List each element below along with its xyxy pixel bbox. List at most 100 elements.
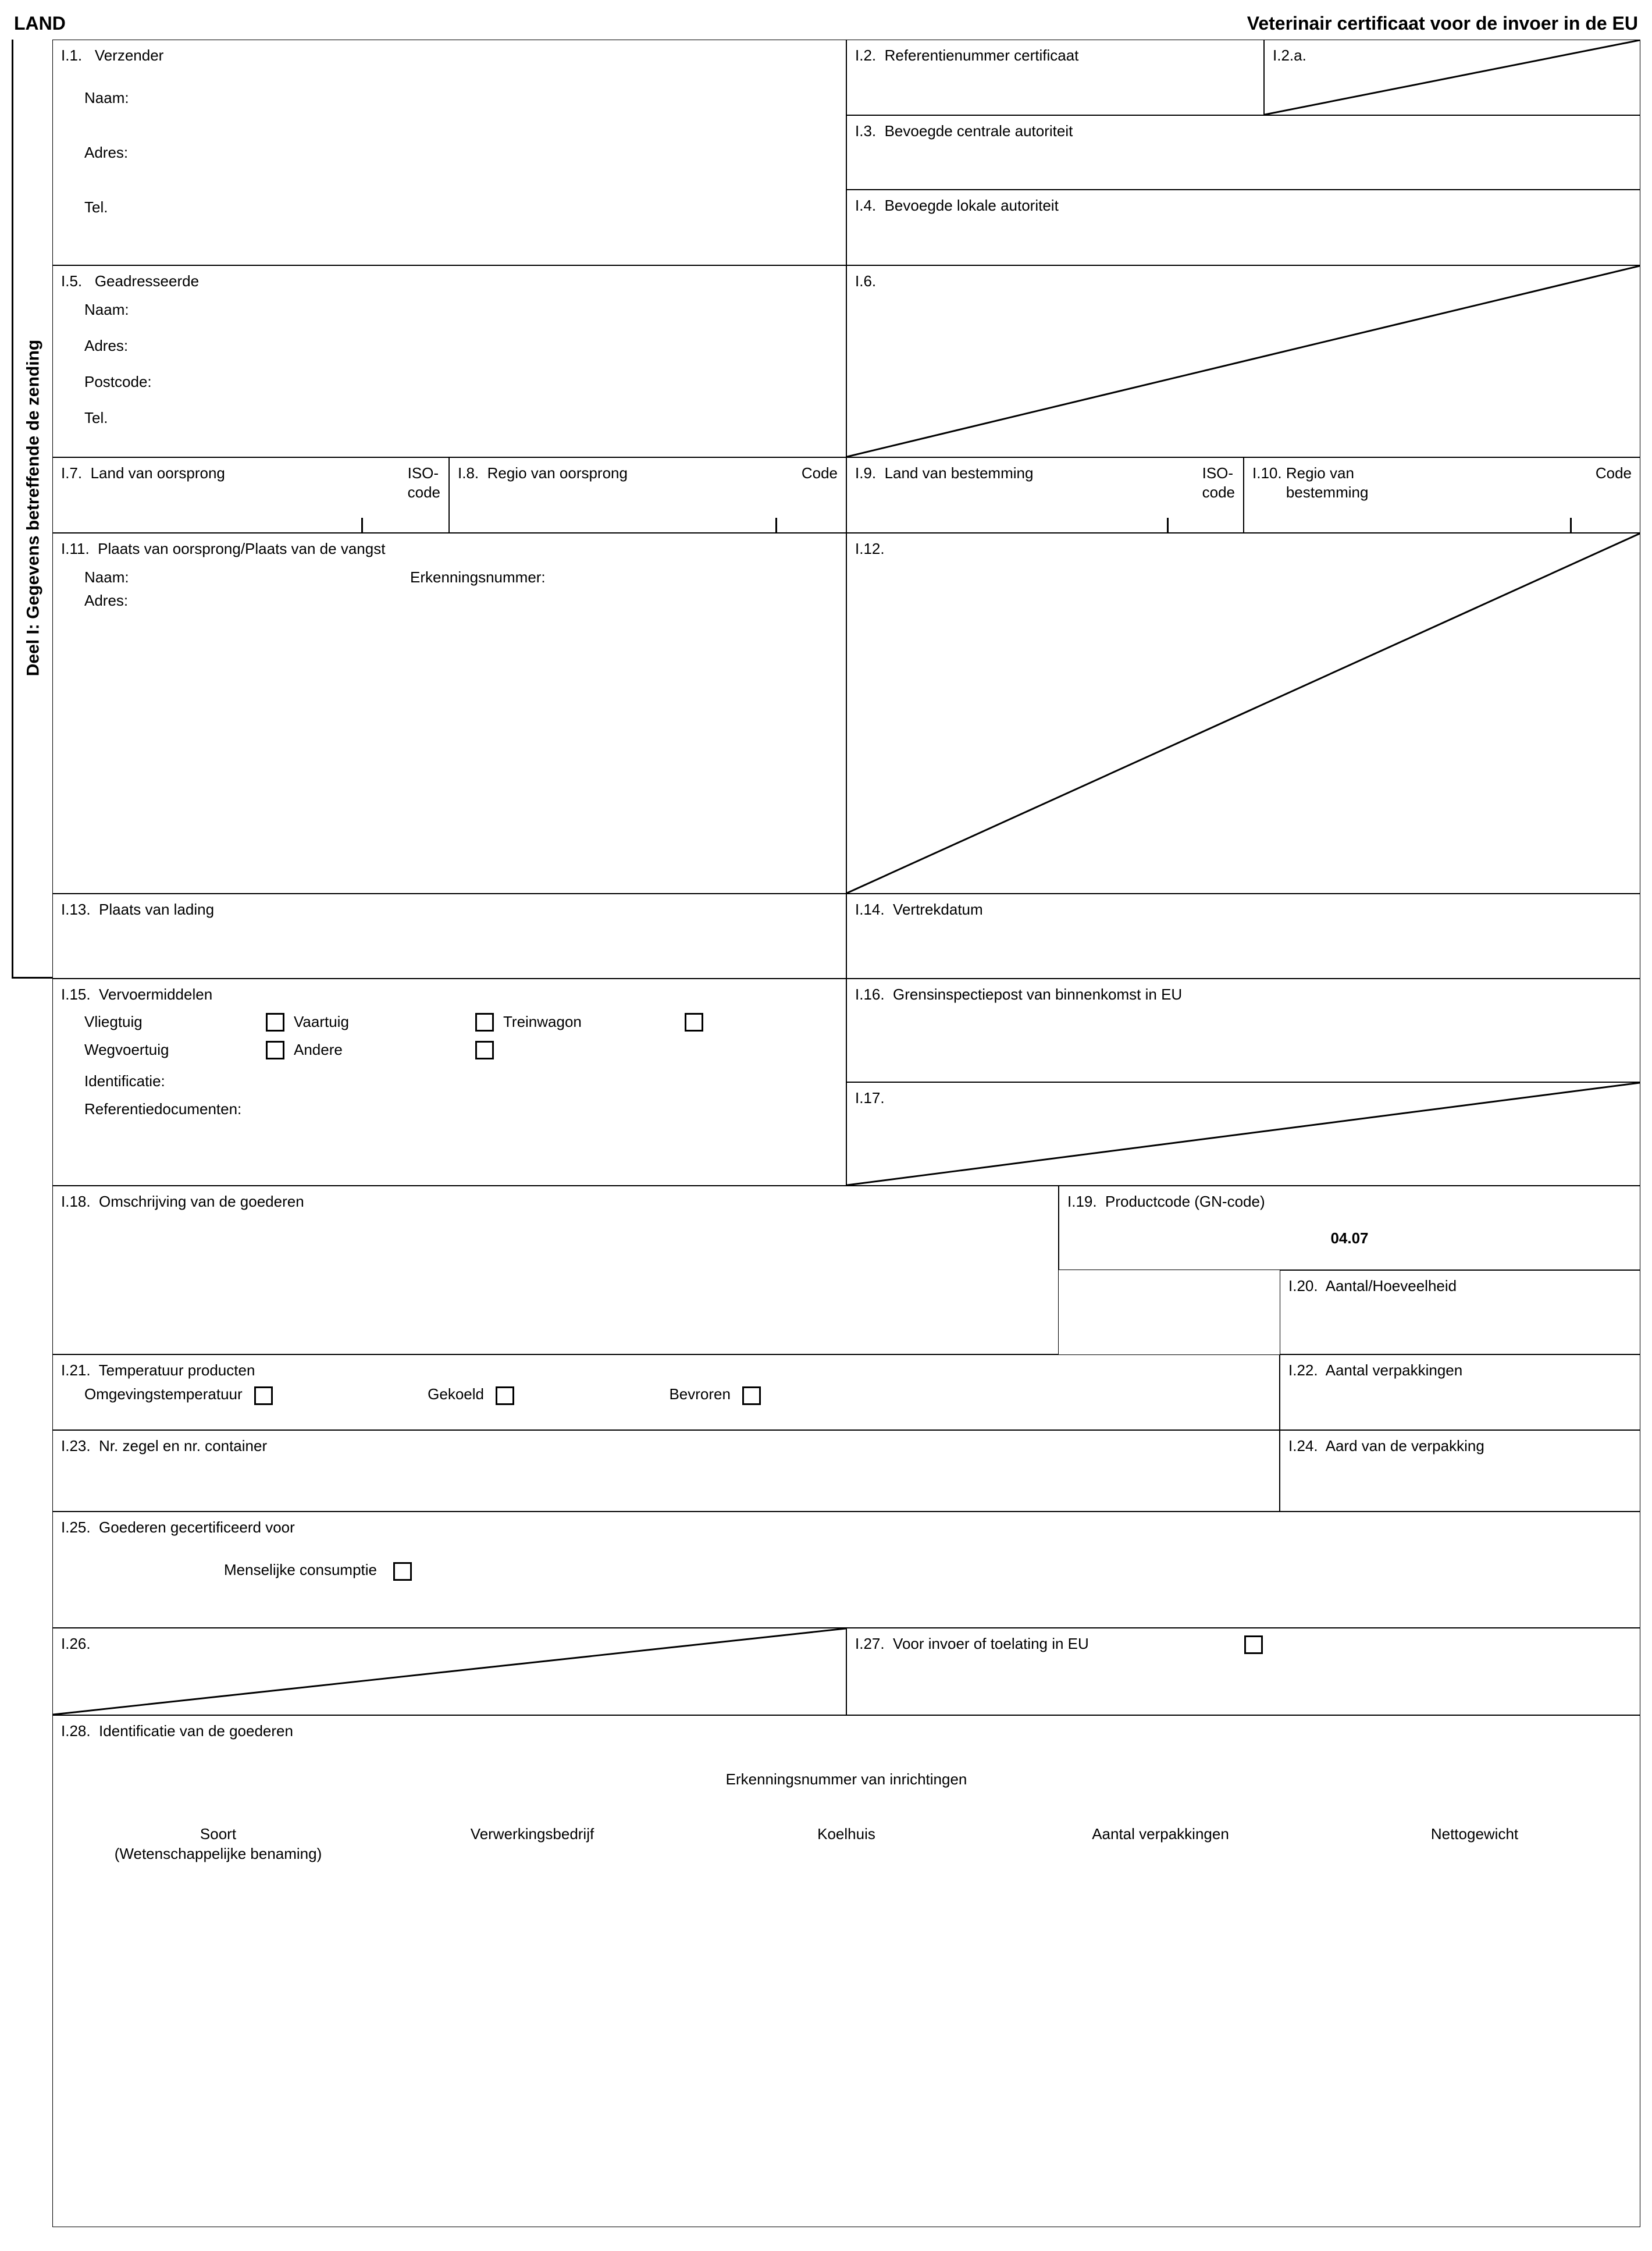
i5-num: I.5. bbox=[61, 272, 82, 290]
i5-tel: Tel. bbox=[84, 408, 838, 428]
i3-title: Bevoegde centrale autoriteit bbox=[885, 122, 1073, 140]
i14-num: I.14. bbox=[855, 901, 885, 918]
i24-num: I.24. bbox=[1288, 1437, 1318, 1455]
box-i15: I.15. Vervoermiddelen Vliegtuig Vaartuig… bbox=[52, 979, 846, 1186]
i19-num: I.19. bbox=[1067, 1193, 1097, 1210]
box-i6: I.6. bbox=[846, 265, 1640, 457]
part-1-sidebar: Deel I: Gegevens betreffende de zending bbox=[12, 40, 52, 979]
i9-iso: ISO- code bbox=[1202, 464, 1235, 503]
i28-c5: Nettogewicht bbox=[1318, 1825, 1632, 1864]
i10-code: Code bbox=[1596, 464, 1632, 503]
i11-erk: Erkenningsnummer: bbox=[410, 568, 546, 588]
box-i9: I.9. Land van bestemming ISO- code bbox=[846, 457, 1244, 533]
box-i12: I.12. bbox=[846, 533, 1640, 894]
i11-addr: Adres: bbox=[61, 591, 838, 611]
i20-num: I.20. bbox=[1288, 1277, 1318, 1295]
box-i10: I.10. Regio van bestemming Code bbox=[1244, 457, 1640, 533]
i11-title: Plaats van oorsprong/Plaats van de vangs… bbox=[98, 540, 385, 557]
i8-title: Regio van oorsprong bbox=[487, 464, 628, 482]
i5-addr: Adres: bbox=[84, 336, 838, 356]
box-i17: I.17. bbox=[846, 1082, 1640, 1186]
checkbox-gekoeld[interactable] bbox=[496, 1386, 514, 1405]
box-i18: I.18. Omschrijving van de goederen bbox=[52, 1186, 1059, 1354]
i1-tel: Tel. bbox=[84, 198, 838, 218]
box-i16: I.16. Grensinspectiepost van binnenkomst… bbox=[846, 979, 1640, 1082]
i8-tick bbox=[775, 518, 777, 533]
checkbox-wegvoertuig[interactable] bbox=[266, 1041, 284, 1059]
checkbox-menselijke-consumptie[interactable] bbox=[393, 1562, 412, 1581]
checkbox-bevroren[interactable] bbox=[742, 1386, 761, 1405]
i11-num: I.11. bbox=[61, 540, 90, 557]
box-i20: I.20. Aantal/Hoeveelheid bbox=[1280, 1270, 1640, 1354]
checkbox-treinwagon[interactable] bbox=[685, 1013, 703, 1032]
checkbox-omgeving[interactable] bbox=[254, 1386, 273, 1405]
i21-title: Temperatuur producten bbox=[99, 1361, 255, 1379]
i5-name: Naam: bbox=[84, 300, 838, 320]
header-title: Veterinair certificaat voor de invoer in… bbox=[1247, 12, 1638, 36]
i20-title: Aantal/Hoeveelheid bbox=[1326, 1277, 1457, 1295]
i6-diagonal bbox=[847, 266, 1640, 457]
i5-title: Geadresseerde bbox=[95, 272, 199, 290]
i21-c: Bevroren bbox=[669, 1385, 731, 1403]
box-i26: I.26. bbox=[52, 1628, 846, 1715]
checkbox-andere[interactable] bbox=[475, 1041, 494, 1059]
i1-name: Naam: bbox=[84, 88, 838, 108]
i16-title: Grensinspectiepost van binnenkomst in EU bbox=[893, 986, 1182, 1003]
i9-tick bbox=[1167, 518, 1169, 533]
i17-diagonal bbox=[847, 1083, 1640, 1185]
i2-num: I.2. bbox=[855, 47, 876, 64]
i15-a: Vliegtuig bbox=[84, 1012, 262, 1032]
box-i2: I.2. Referentienummer certificaat bbox=[846, 40, 1264, 115]
i28-c1: Soort bbox=[61, 1825, 375, 1844]
i26-num: I.26. bbox=[61, 1635, 91, 1652]
i21-a: Omgevingstemperatuur bbox=[84, 1385, 243, 1403]
i4-title: Bevoegde lokale autoriteit bbox=[885, 197, 1059, 214]
i8-code: Code bbox=[802, 464, 838, 483]
box-i11: I.11. Plaats van oorsprong/Plaats van de… bbox=[52, 533, 846, 894]
i21-b: Gekoeld bbox=[428, 1385, 484, 1403]
form-grid: I.1. Verzender Naam: Adres: Tel. I.2. Re… bbox=[52, 40, 1640, 2227]
i22-num: I.22. bbox=[1288, 1361, 1318, 1379]
outer-container: Deel I: Gegevens betreffende de zending … bbox=[12, 40, 1640, 2227]
i7-tick bbox=[361, 518, 363, 533]
i7-num: I.7. bbox=[61, 464, 82, 482]
i11-name: Naam: bbox=[84, 568, 410, 588]
i28-title: Identificatie van de goederen bbox=[99, 1722, 293, 1740]
sidebar-label: Deel I: Gegevens betreffende de zending bbox=[22, 340, 44, 676]
box-i14: I.14. Vertrekdatum bbox=[846, 894, 1640, 979]
header-land: LAND bbox=[14, 12, 66, 36]
i19-title: Productcode (GN-code) bbox=[1105, 1193, 1265, 1210]
i28-num: I.28. bbox=[61, 1722, 91, 1740]
checkbox-vliegtuig[interactable] bbox=[266, 1013, 284, 1032]
i3-num: I.3. bbox=[855, 122, 876, 140]
i26-diagonal bbox=[53, 1628, 846, 1715]
i10-tick bbox=[1570, 518, 1572, 533]
box-i25: I.25. Goederen gecertificeerd voor Mense… bbox=[52, 1512, 1640, 1628]
i15-c: Treinwagon bbox=[503, 1012, 681, 1032]
i1-addr: Adres: bbox=[84, 143, 838, 163]
i28-c2: Verwerkingsbedrijf bbox=[375, 1825, 689, 1864]
i2a-num: I.2.a. bbox=[1273, 47, 1306, 64]
i7-title: Land van oorsprong bbox=[91, 464, 225, 482]
i23-title: Nr. zegel en nr. container bbox=[99, 1437, 267, 1455]
box-i27: I.27. Voor invoer of toelating in EU bbox=[846, 1628, 1640, 1715]
box-i7: I.7. Land van oorsprong ISO- code bbox=[52, 457, 449, 533]
box-i1: I.1. Verzender Naam: Adres: Tel. bbox=[52, 40, 846, 265]
i5-post: Postcode: bbox=[84, 372, 838, 392]
i19-value: 04.07 bbox=[1067, 1229, 1632, 1249]
certificate-page: LAND Veterinair certificaat voor de invo… bbox=[12, 12, 1640, 2227]
i9-num: I.9. bbox=[855, 464, 876, 482]
box-i2a: I.2.a. bbox=[1264, 40, 1640, 115]
checkbox-invoer-eu[interactable] bbox=[1244, 1635, 1263, 1654]
i25-num: I.25. bbox=[61, 1519, 91, 1536]
checkbox-vaartuig[interactable] bbox=[475, 1013, 494, 1032]
i1-num: I.1. bbox=[61, 47, 82, 64]
box-i23: I.23. Nr. zegel en nr. container bbox=[52, 1430, 1280, 1512]
i13-title: Plaats van lading bbox=[99, 901, 214, 918]
i13-num: I.13. bbox=[61, 901, 91, 918]
box-i8: I.8. Regio van oorsprong Code bbox=[449, 457, 846, 533]
i21-num: I.21. bbox=[61, 1361, 91, 1379]
i15-ref: Referentiedocumenten: bbox=[61, 1100, 838, 1119]
i15-e: Andere bbox=[294, 1040, 472, 1060]
box-i4: I.4. Bevoegde lokale autoriteit bbox=[846, 190, 1640, 265]
